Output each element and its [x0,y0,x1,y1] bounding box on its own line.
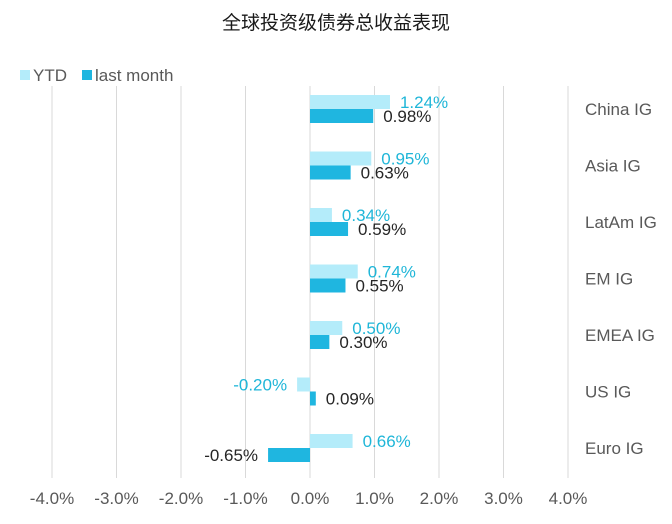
x-tick-label: 1.0% [355,489,394,508]
category-label: LatAm IG [585,213,657,232]
bar-ytd [310,208,332,222]
data-label-ytd: 0.95% [381,150,429,169]
data-label-last-month: 0.59% [358,220,406,239]
x-tick-label: 4.0% [549,489,588,508]
data-label-ytd: 0.74% [368,263,416,282]
bar-ytd [310,95,390,109]
data-label-ytd: 0.50% [352,319,400,338]
x-tick-label: -3.0% [94,489,138,508]
bar-ytd [297,377,310,392]
legend: YTD last month [20,66,173,85]
data-label-last-month: -0.65% [204,446,258,465]
legend-label: last month [95,66,173,85]
data-label-last-month: 0.98% [383,107,431,126]
bar-last-month [310,335,330,349]
legend-label: YTD [33,66,67,85]
bar-ytd [310,151,372,166]
category-label: EM IG [585,270,633,289]
category-labels: China IG Asia IG LatAm IG EM IG EMEA IG US IG… [585,100,657,458]
legend-swatch [82,70,92,80]
bar-last-month [310,222,349,236]
x-tick-label: -4.0% [30,489,74,508]
category-label: China IG [585,100,652,119]
data-label-ytd: -0.20% [233,376,287,395]
category-label: US IG [585,383,631,402]
x-tick-label: -2.0% [159,489,203,508]
bar-last-month [268,448,310,462]
x-tick-label: 0.0% [291,489,330,508]
data-label-last-month: 0.63% [361,164,409,183]
x-tick-labels: -4.0% -3.0% -2.0% -1.0% 0.0% 1.0% 2.0% 3.0% 4.0% [30,489,588,508]
bar-last-month [310,391,316,406]
data-label-ytd: 0.34% [342,206,390,225]
category-label: Asia IG [585,157,641,176]
data-label-ytd: 1.24% [400,93,448,112]
data-label-last-month: 0.30% [339,333,387,352]
bar-ytd [310,264,358,279]
chart-title: 全球投资级债券总收益表现 [222,12,450,34]
data-labels: 1.24%0.98% 0.95%0.63% 0.34%0.59% 0.74%0.55%… [204,93,448,465]
data-label-ytd: 0.66% [363,432,411,451]
category-label: Euro IG [585,439,644,458]
bar-last-month [310,109,374,123]
data-label-last-month: 0.09% [326,390,374,409]
bars [268,95,390,462]
bar-last-month [310,278,346,293]
bar-ytd [310,434,353,448]
bar-last-month [310,165,351,180]
bar-ytd [310,321,343,335]
x-tick-label: 2.0% [420,489,459,508]
x-tick-label: -1.0% [223,489,267,508]
x-tick-label: 3.0% [484,489,523,508]
category-label: EMEA IG [585,326,655,345]
data-label-last-month: 0.55% [355,277,403,296]
legend-swatch [20,70,30,80]
